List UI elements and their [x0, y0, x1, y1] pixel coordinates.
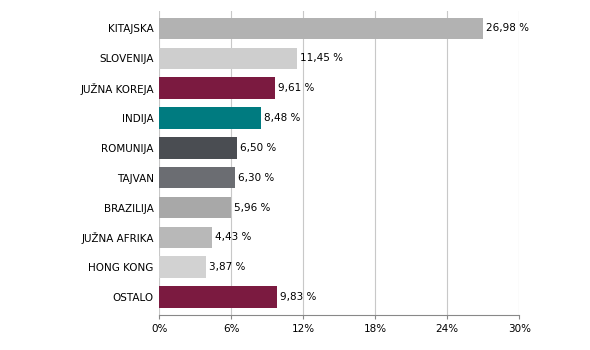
Text: 6,50 %: 6,50 % [240, 143, 277, 153]
Text: 3,87 %: 3,87 % [209, 262, 245, 272]
Bar [159, 286, 277, 308]
Text: 9,83 %: 9,83 % [280, 292, 317, 302]
Bar [159, 48, 297, 69]
Text: 9,61 %: 9,61 % [277, 83, 314, 93]
Bar [159, 77, 274, 99]
Bar [159, 227, 212, 248]
Bar [159, 197, 231, 218]
Text: 6,30 %: 6,30 % [238, 173, 274, 183]
Text: 26,98 %: 26,98 % [486, 23, 529, 33]
Text: 8,48 %: 8,48 % [264, 113, 300, 123]
Text: 11,45 %: 11,45 % [300, 53, 343, 63]
Bar [159, 107, 261, 129]
Bar [159, 167, 235, 188]
Bar [159, 137, 237, 159]
Bar [159, 257, 206, 278]
Bar [159, 18, 483, 39]
Text: 4,43 %: 4,43 % [215, 232, 252, 243]
Text: 5,96 %: 5,96 % [234, 203, 270, 212]
